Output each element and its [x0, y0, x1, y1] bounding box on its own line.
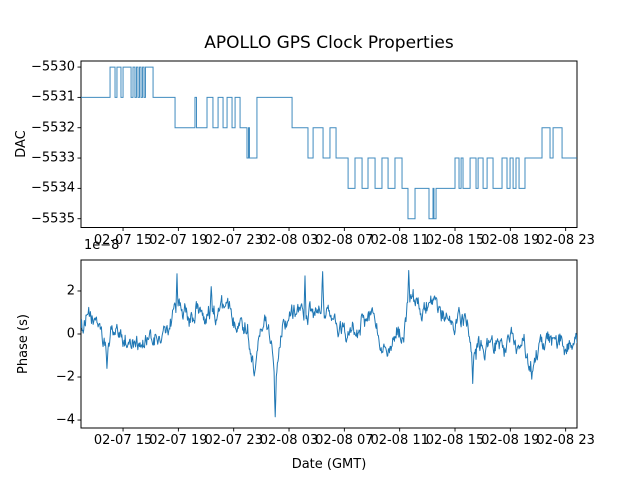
phase-offset-scale-label: 1e−8 — [84, 238, 120, 253]
axes-frame — [80, 259, 578, 429]
dac-step-line — [81, 66, 577, 220]
x-axis-label: Date (GMT) — [291, 457, 367, 472]
phase-line — [81, 270, 577, 418]
axes-frame — [80, 60, 578, 228]
chart-title: APOLLO GPS Clock Properties — [204, 33, 454, 53]
